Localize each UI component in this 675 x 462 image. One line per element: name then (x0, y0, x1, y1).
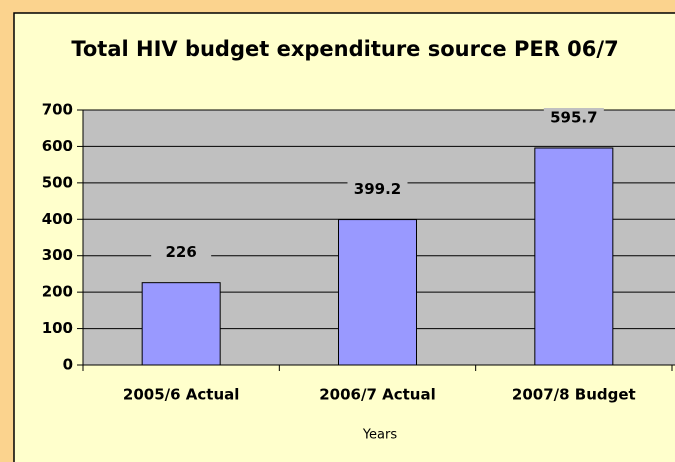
data-label: 399.2 (354, 180, 401, 198)
bar (338, 219, 417, 366)
y-tick-label: 300 (42, 246, 73, 264)
x-tick-label: 2007/8 Budget (512, 386, 636, 404)
x-axis-title: Years (362, 428, 398, 443)
y-tick-label: 200 (42, 283, 73, 301)
bar (534, 147, 614, 366)
data-label-bg (151, 242, 212, 263)
data-label-bg (543, 107, 604, 128)
y-tick-label: 500 (42, 173, 73, 191)
y-tick-label: 400 (42, 210, 73, 228)
y-tick-label: 100 (42, 319, 73, 337)
y-tick-label: 600 (42, 137, 73, 155)
x-tick-label: 2006/7 Actual (319, 386, 436, 404)
data-label: 226 (166, 243, 197, 261)
chart-title: Total HIV budget expenditure source PER … (71, 37, 618, 61)
y-tick-label: 700 (42, 101, 73, 119)
data-label-bg (347, 179, 408, 200)
bar (141, 282, 221, 366)
data-label: 595.7 (550, 108, 597, 126)
y-tick-label: 0 (63, 356, 73, 374)
x-tick-label: 2005/6 Actual (123, 386, 240, 404)
